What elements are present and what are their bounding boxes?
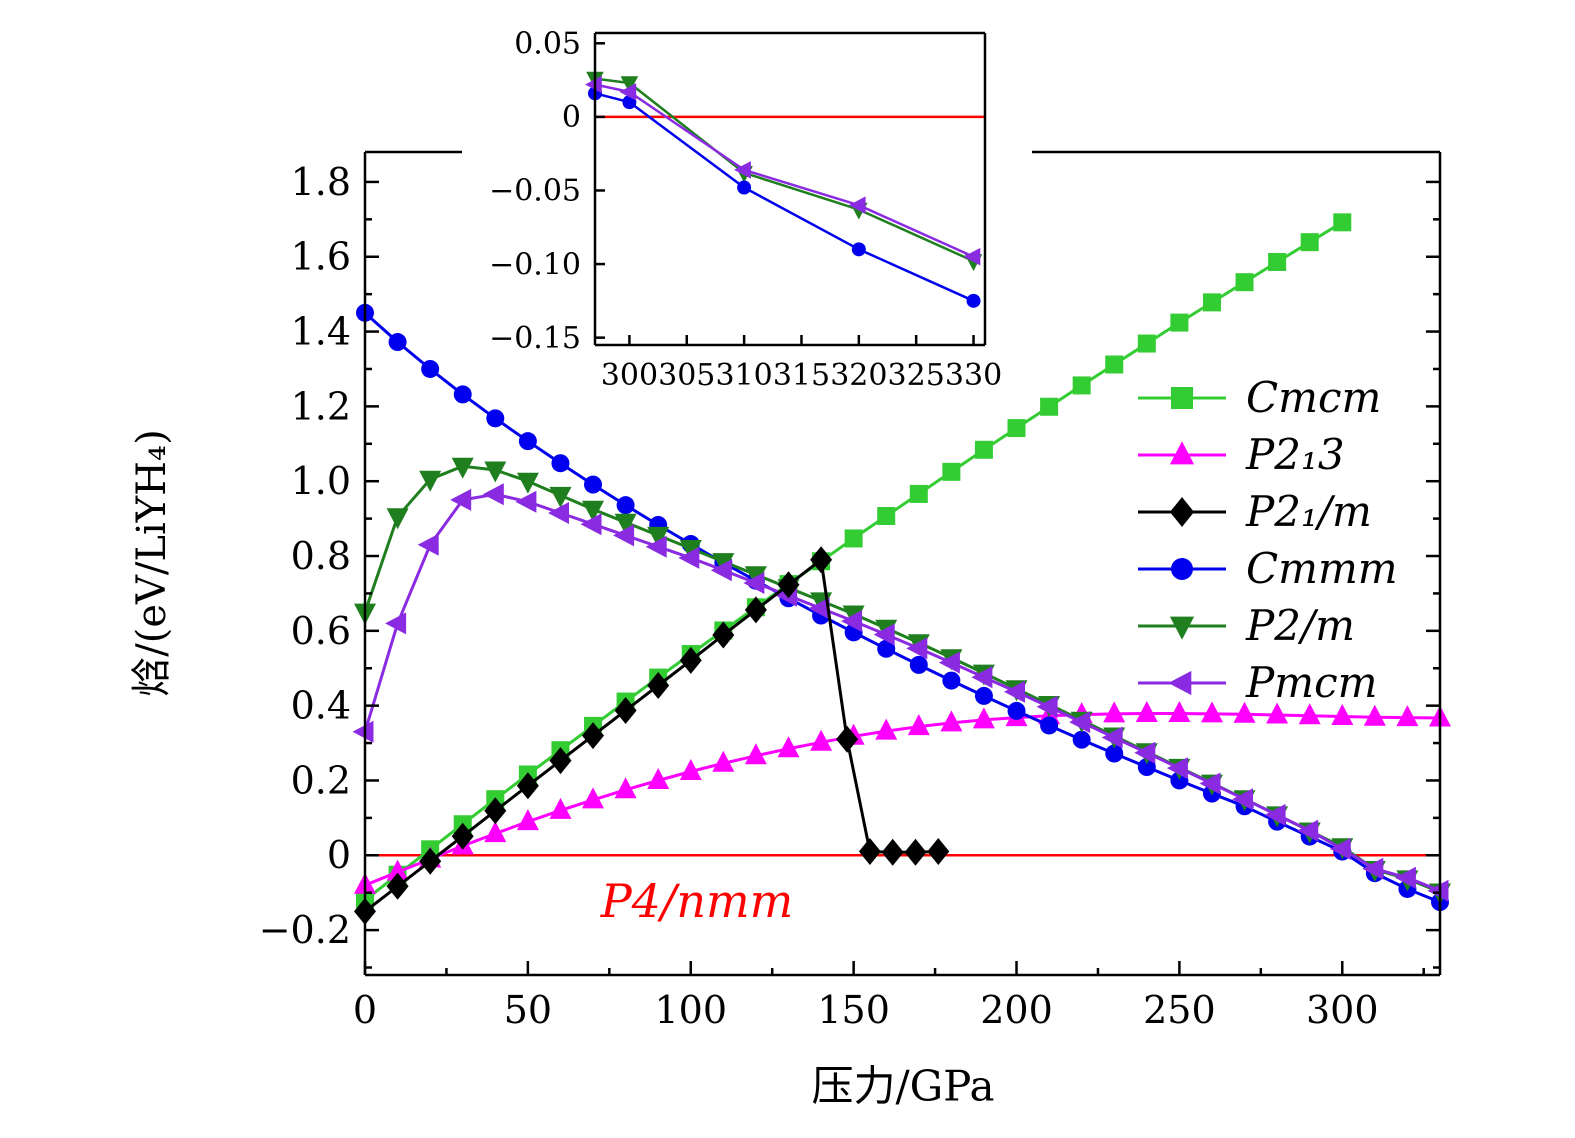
svg-text:0.2: 0.2 <box>291 758 351 802</box>
legend-item-Cmmm: Cmmm <box>1138 544 1398 593</box>
svg-text:0.05: 0.05 <box>514 27 581 62</box>
svg-text:250: 250 <box>1143 988 1216 1032</box>
svg-text:320: 320 <box>830 358 887 393</box>
svg-text:100: 100 <box>654 988 727 1032</box>
svg-text:1.8: 1.8 <box>291 160 351 204</box>
legend-item-P2m: P2₁/m <box>1138 487 1372 536</box>
svg-text:1.0: 1.0 <box>291 459 351 503</box>
legend-item-P2m: P2/m <box>1138 601 1355 650</box>
svg-text:325: 325 <box>888 358 945 393</box>
phase-annotation-p4nmm: P4/nmm <box>600 874 794 928</box>
legend-item-P23: P2₁3 <box>1138 430 1345 479</box>
svg-text:305: 305 <box>658 358 715 393</box>
svg-text:0.8: 0.8 <box>291 534 351 578</box>
svg-text:50: 50 <box>504 988 552 1032</box>
svg-text:0: 0 <box>353 988 377 1032</box>
svg-text:Pmcm: Pmcm <box>1245 658 1377 707</box>
svg-text:−0.2: −0.2 <box>259 908 351 952</box>
svg-text:200: 200 <box>980 988 1053 1032</box>
legend-item-Pmcm: Pmcm <box>1138 658 1377 707</box>
svg-text:1.4: 1.4 <box>291 309 351 353</box>
svg-text:−0.10: −0.10 <box>489 247 581 282</box>
svg-text:1.2: 1.2 <box>291 384 351 428</box>
svg-text:300: 300 <box>1306 988 1379 1032</box>
svg-text:Cmcm: Cmcm <box>1246 373 1381 422</box>
svg-text:0: 0 <box>327 833 351 877</box>
svg-text:315: 315 <box>773 358 830 393</box>
svg-text:150: 150 <box>817 988 890 1032</box>
svg-text:0.4: 0.4 <box>291 684 351 728</box>
svg-text:−0.05: −0.05 <box>489 174 581 209</box>
svg-text:P2/m: P2/m <box>1245 601 1355 650</box>
svg-text:0: 0 <box>562 100 581 135</box>
svg-text:−0.15: −0.15 <box>489 321 581 356</box>
svg-text:P2₁/m: P2₁/m <box>1245 487 1372 536</box>
x-axis-label: 压力/GPa <box>811 1061 995 1111</box>
svg-text:Cmmm: Cmmm <box>1246 544 1398 593</box>
legend-item-Cmcm: Cmcm <box>1138 373 1381 422</box>
svg-text:1.6: 1.6 <box>291 235 351 279</box>
svg-text:P2₁3: P2₁3 <box>1245 430 1345 479</box>
svg-text:330: 330 <box>945 358 1002 393</box>
svg-text:300: 300 <box>601 358 658 393</box>
svg-text:0.6: 0.6 <box>291 609 351 653</box>
y-axis-label: 焓/(eV/LiYH₄) <box>129 429 175 697</box>
svg-text:310: 310 <box>715 358 772 393</box>
